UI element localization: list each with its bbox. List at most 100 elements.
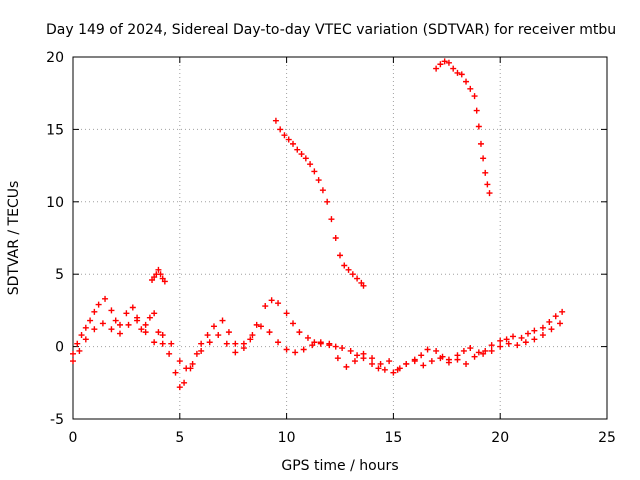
data-point — [125, 321, 132, 328]
data-point — [91, 308, 98, 315]
data-point — [505, 340, 512, 347]
data-series — [70, 58, 566, 391]
data-point — [116, 321, 123, 328]
data-point — [531, 327, 538, 334]
data-point — [418, 352, 425, 359]
data-point — [225, 329, 232, 336]
data-point — [159, 332, 166, 339]
data-point — [531, 336, 538, 343]
data-point — [454, 69, 461, 76]
data-point — [151, 310, 158, 317]
data-point — [360, 350, 367, 357]
data-point — [445, 59, 452, 66]
data-point — [193, 350, 200, 357]
data-point — [249, 332, 256, 339]
data-point — [247, 336, 254, 343]
data-point — [319, 187, 326, 194]
data-point — [328, 216, 335, 223]
data-point — [480, 350, 487, 357]
data-point — [296, 329, 303, 336]
data-point — [354, 352, 361, 359]
data-point — [159, 340, 166, 347]
series-trace-c — [149, 266, 168, 285]
y-tick-label: 15 — [46, 122, 64, 138]
x-tick-label: 25 — [598, 430, 616, 446]
data-point — [347, 347, 354, 354]
series-trace-e — [433, 58, 493, 197]
data-point — [129, 304, 136, 311]
data-point — [343, 363, 350, 370]
data-point — [206, 339, 213, 346]
data-point — [302, 155, 309, 162]
plot-frame — [72, 56, 608, 420]
data-point — [99, 320, 106, 327]
data-point — [142, 329, 149, 336]
data-point — [351, 358, 358, 365]
data-point — [514, 342, 521, 349]
data-point — [539, 332, 546, 339]
y-tick-label: 0 — [55, 340, 64, 356]
series-trace-d — [272, 117, 367, 289]
data-point — [82, 336, 89, 343]
data-point — [198, 347, 205, 354]
data-point — [172, 369, 179, 376]
data-point — [341, 262, 348, 269]
data-point — [223, 340, 230, 347]
data-point — [424, 346, 431, 353]
y-tick-label: 5 — [55, 267, 64, 283]
data-point — [349, 271, 356, 278]
grid-lines — [73, 57, 607, 419]
y-tick-label: 10 — [46, 195, 64, 211]
chart-title: Day 149 of 2024, Sidereal Day-to-day VTE… — [46, 22, 616, 38]
data-point — [307, 161, 314, 168]
data-point — [473, 107, 480, 114]
data-point — [87, 317, 94, 324]
data-point — [294, 146, 301, 153]
data-point — [503, 336, 510, 343]
data-point — [559, 308, 566, 315]
data-point — [168, 340, 175, 347]
data-point — [482, 169, 489, 176]
data-point — [386, 358, 393, 365]
data-point — [377, 360, 384, 367]
data-point — [161, 278, 168, 285]
x-tick-label: 20 — [491, 430, 509, 446]
data-point — [360, 282, 367, 289]
data-point — [78, 332, 85, 339]
data-point — [445, 359, 452, 366]
data-point — [477, 140, 484, 147]
data-point — [518, 334, 525, 341]
data-point — [138, 326, 145, 333]
data-point — [467, 345, 474, 352]
y-axis-label: SDTVAR / TECUs — [6, 181, 22, 296]
data-point — [488, 342, 495, 349]
data-point — [108, 326, 115, 333]
data-point — [332, 235, 339, 241]
data-point — [441, 58, 448, 65]
data-point — [467, 85, 474, 92]
data-point — [166, 350, 173, 357]
data-point — [292, 349, 299, 356]
data-point — [108, 307, 115, 314]
data-point — [281, 132, 288, 139]
data-point — [546, 318, 553, 325]
x-tick-label: 5 — [175, 430, 184, 446]
data-point — [219, 317, 226, 324]
data-point — [176, 358, 183, 365]
data-point — [324, 198, 331, 205]
data-point — [300, 346, 307, 353]
data-point — [486, 190, 493, 197]
data-point — [337, 252, 343, 259]
data-point — [189, 360, 196, 367]
data-point — [471, 353, 478, 360]
data-point — [420, 362, 427, 369]
data-point — [266, 329, 273, 336]
data-point — [283, 346, 290, 353]
data-point — [334, 355, 341, 362]
data-point — [155, 266, 162, 273]
data-point — [480, 155, 487, 162]
y-tick-label: 20 — [46, 50, 64, 66]
data-point — [285, 136, 292, 143]
data-point — [539, 324, 546, 331]
